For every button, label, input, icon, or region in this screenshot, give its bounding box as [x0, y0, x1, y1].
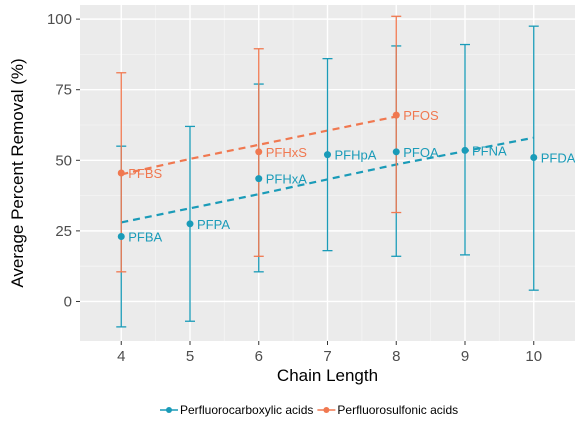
legend-label: Perfluorosulfonic acids: [337, 403, 458, 417]
legend-key-dot: [323, 407, 330, 413]
point-labels: PFBA PFPA PFHxA PFHpA PFOA PFNA PFDA PFBS PFHxS P…: [128, 108, 575, 244]
data-point: [324, 151, 331, 159]
legend-label: Perfluorocarboxylic acids: [180, 403, 313, 417]
point-label: PFBS: [128, 166, 162, 181]
y-tick-label: 0: [64, 293, 72, 310]
x-tick-label: 8: [392, 348, 400, 365]
legend: Perfluorocarboxylic acids Perfluorosulfon…: [160, 403, 458, 417]
y-tick-label: 25: [55, 223, 72, 240]
point-label: PFDA: [541, 150, 575, 165]
y-tick-label: 100: [47, 11, 72, 28]
x-tick-label: 9: [461, 348, 469, 365]
data-point: [392, 148, 400, 156]
x-tick-label: 5: [186, 348, 194, 365]
data-point: [255, 148, 263, 156]
y-tick-label: 75: [55, 82, 72, 99]
point-label: PFNA: [472, 143, 507, 158]
point-label: PFOS: [403, 108, 439, 123]
x-tick-label: 7: [323, 348, 331, 365]
data-point: [117, 233, 125, 241]
data-point: [255, 175, 263, 183]
data-points: [117, 111, 538, 241]
point-label: PFHpA: [335, 148, 377, 163]
data-point: [530, 153, 538, 161]
point-label: PFOA: [403, 145, 439, 160]
x-axis-title: Chain Length: [277, 366, 378, 385]
point-label: PFBA: [128, 230, 162, 245]
data-point: [186, 220, 194, 228]
point-label: PFHxA: [266, 172, 308, 187]
point-label: PFHxS: [266, 145, 308, 160]
y-axis-title: Average Percent Removal (%): [8, 58, 27, 287]
y-tick-label: 50: [55, 152, 72, 169]
x-tick-label: 4: [117, 348, 125, 365]
data-point: [461, 146, 469, 154]
point-label: PFPA: [197, 217, 230, 232]
legend-key-dot: [166, 407, 172, 413]
data-point: [392, 111, 400, 119]
axis-ticks: 0 25 50 75 100 4 5 6 7 8 9 10: [47, 11, 542, 365]
data-point: [117, 169, 125, 177]
trend-line: [121, 115, 397, 176]
x-tick-label: 6: [255, 348, 263, 365]
x-tick-label: 10: [525, 348, 542, 365]
